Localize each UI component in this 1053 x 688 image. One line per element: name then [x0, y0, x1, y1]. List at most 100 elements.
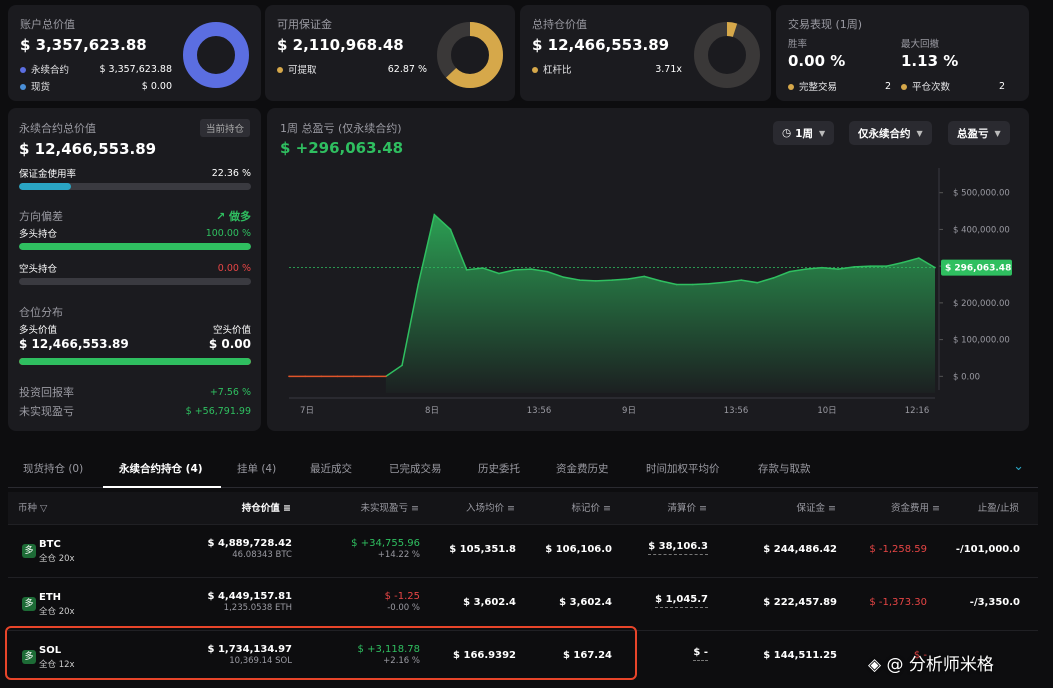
watermark-logo-icon: ◈ — [868, 655, 887, 675]
margin-card: 可用保证金 $ 2,110,968.48 可提取 62.87 % — [265, 5, 515, 101]
col-funding[interactable]: 资金费用 ≡ — [891, 500, 940, 514]
coin-symbol[interactable]: BTC — [39, 539, 61, 550]
col-liq[interactable]: 清算价 ≡ — [667, 500, 707, 514]
table-row[interactable]: 多 SOL 全仓 12x $ 1,734,134.97 10,369.14 SOL $ +… — [8, 630, 1038, 682]
col-mark[interactable]: 标记价 ≡ — [571, 500, 611, 514]
tab-completed[interactable]: 已完成交易 — [389, 463, 442, 475]
tpsl-value[interactable]: -/101,000.0 — [955, 544, 1020, 555]
leverage-mode: 全仓 12x — [39, 660, 75, 670]
tab-perp[interactable]: 永续合约持仓 (4) — [119, 463, 203, 475]
mark-price: $ 167.24 — [562, 650, 612, 661]
upnl-pct: +2.16 % — [383, 656, 420, 666]
col-margin[interactable]: 保证金 ≡ — [796, 500, 836, 514]
data-point — [401, 364, 403, 367]
metric-filter[interactable]: 总盈亏 ▼ — [948, 121, 1010, 145]
table-row[interactable]: 多 ETH 全仓 20x $ 4,449,157.81 1,235.0538 ETH $ … — [8, 577, 1038, 629]
pnl-chart-card: 1周 总盈亏 (仅永续合约) $ +296,063.48 ◷ 1周 ▼ 仅永续合约 ▼… — [267, 108, 1029, 431]
sort-icon: ≡ — [603, 503, 611, 514]
tab-recent-fills[interactable]: 最近成交 — [310, 463, 352, 475]
position-value: $ 4,449,157.81 — [207, 591, 292, 602]
drawdown-value: 1.13 % — [901, 52, 959, 70]
col-upnl[interactable]: 未实现盈亏 ≡ — [360, 500, 419, 514]
withdrawable-label: 可提取 — [288, 65, 317, 76]
data-point — [336, 375, 339, 378]
margin-value: $ 144,511.25 — [763, 650, 837, 661]
distribution-label: 仓位分布 — [19, 306, 63, 319]
long-bar — [19, 243, 251, 250]
unrealized-value: $ +56,791.99 — [185, 405, 251, 417]
col-tpsl-label: 止盈/止损 — [977, 503, 1019, 514]
position-value: $ 1,734,134.97 — [207, 644, 292, 655]
x-tick-label: 12:16 — [905, 406, 930, 416]
col-tpsl[interactable]: 止盈/止损 — [978, 500, 1019, 514]
entry-price: $ 166.9392 — [453, 650, 516, 661]
table-row[interactable]: 多 BTC 全仓 20x $ 4,889,728.42 46.08343 BTC $ +3… — [8, 524, 1038, 576]
col-coin[interactable]: 币种 ▽ — [18, 500, 47, 514]
funding-value: $ -1,258.59 — [869, 544, 927, 555]
scope-filter[interactable]: 仅永续合约 ▼ — [849, 121, 932, 145]
current-value-label: $ 296,063.48 — [945, 264, 1011, 274]
position-qty: 1,235.0538 ETH — [223, 603, 292, 613]
tab-twap[interactable]: 时间加权平均价 — [646, 463, 720, 475]
mark-price: $ 3,602.4 — [559, 597, 612, 608]
col-value-label: 持仓价值 — [241, 503, 280, 514]
liq-price[interactable]: $ 38,106.3 — [648, 541, 708, 555]
y-tick-label: $ 200,000.00 — [953, 299, 1010, 309]
period-filter[interactable]: ◷ 1周 ▼ — [773, 121, 835, 145]
account-donut — [183, 22, 249, 88]
sort-icon: ≡ — [828, 503, 836, 514]
leverage-mode: 全仓 20x — [39, 554, 75, 564]
withdrawable-value: 62.87 % — [387, 63, 427, 75]
x-tick-label: 10日 — [817, 406, 836, 416]
margin-usage-value: 22.36 % — [211, 167, 251, 179]
data-point — [417, 283, 419, 286]
data-point — [837, 268, 839, 270]
active-tab-underline — [103, 486, 221, 488]
tpsl-value[interactable]: -/3,350.0 — [969, 597, 1020, 608]
pnl-area — [385, 214, 935, 393]
data-point — [304, 375, 306, 378]
tab-deposits[interactable]: 存款与取款 — [758, 463, 811, 475]
data-point — [595, 280, 597, 282]
sort-icon: ≡ — [411, 503, 419, 514]
margin-value: $ 222,457.89 — [763, 597, 837, 608]
winrate-value: 0.00 % — [788, 52, 846, 70]
x-tick-label: 7日 — [300, 406, 314, 416]
coin-symbol[interactable]: SOL — [39, 645, 62, 656]
data-point — [352, 375, 355, 378]
roi-label: 投资回报率 — [19, 386, 74, 399]
tab-funding[interactable]: 资金费历史 — [556, 463, 609, 475]
long-label: 多头持仓 — [19, 229, 58, 240]
data-point — [627, 278, 629, 280]
upnl-value: $ +34,755.96 — [351, 538, 420, 549]
mark-price: $ 106,106.0 — [545, 544, 612, 555]
account-value: $ 3,357,623.88 — [20, 36, 147, 54]
y-tick-label: $ 100,000.00 — [953, 336, 1010, 346]
tab-history[interactable]: 历史委托 — [478, 463, 520, 475]
col-value[interactable]: 持仓价值 ≡ — [242, 500, 291, 514]
short-value-amount: $ 0.00 — [208, 337, 251, 351]
data-point — [368, 375, 371, 378]
coin-symbol[interactable]: ETH — [39, 592, 62, 603]
pnl-title: 1周 总盈亏 (仅永续合约) — [280, 122, 402, 135]
tab-spot[interactable]: 现货持仓 (0) — [23, 463, 84, 475]
current-position-tag[interactable]: 当前持仓 — [199, 119, 250, 137]
tab-orders[interactable]: 挂单 (4) — [237, 463, 277, 475]
close-count-label: 平仓次数 — [912, 82, 951, 93]
chevron-down-icon: ▼ — [994, 128, 1001, 138]
pnl-chart: $ 500,000.00$ 400,000.00$ 300,000.00$ 20… — [288, 168, 1012, 416]
chevron-down-icon[interactable]: ⌄ — [1013, 459, 1024, 474]
liq-price[interactable]: $ - — [693, 647, 708, 661]
liq-price[interactable]: $ 1,045.7 — [655, 594, 708, 608]
entry-price: $ 105,351.8 — [449, 544, 516, 555]
col-entry[interactable]: 入场均价 ≡ — [466, 500, 515, 514]
position-value: $ 4,889,728.42 — [207, 538, 292, 549]
data-point — [385, 375, 387, 378]
data-point — [449, 228, 452, 231]
chevron-down-icon: ▼ — [818, 128, 826, 138]
data-point — [320, 375, 323, 378]
y-tick-label: $ 0.00 — [953, 372, 980, 382]
data-point — [611, 279, 613, 281]
x-tick-label: 13:56 — [724, 406, 749, 416]
perp-summary-card: 永续合约总价值 当前持仓 $ 12,466,553.89 保证金使用率 22.36… — [8, 108, 261, 431]
